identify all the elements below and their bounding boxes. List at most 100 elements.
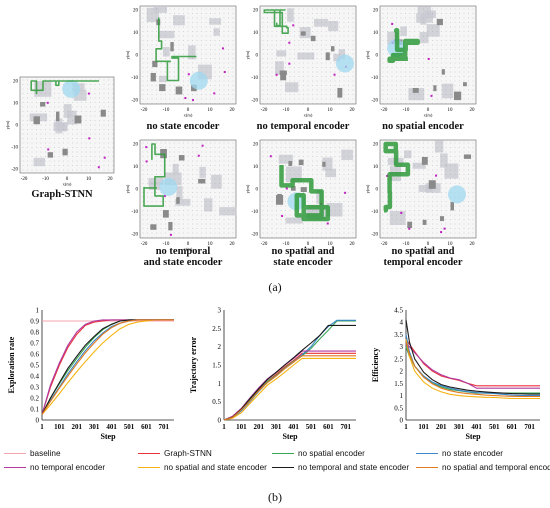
target-marker — [47, 148, 50, 151]
map-label-no-spatial-and-temporal-encoder: no spatial and temporal encoder — [383, 246, 463, 268]
grid-dot — [165, 44, 166, 46]
grid-dot — [201, 228, 202, 229]
grid-dot — [307, 174, 309, 175]
map-y-axis-label: y(m) — [366, 50, 370, 59]
grid-dot — [196, 196, 198, 198]
grid-dot — [81, 160, 82, 162]
grid-dot — [210, 62, 211, 64]
unexplored-region — [73, 89, 87, 101]
grid-dot — [103, 120, 105, 121]
grid-dot — [334, 160, 336, 162]
field-of-view — [335, 54, 354, 73]
grid-dot — [436, 169, 438, 171]
grid-dot — [112, 106, 114, 108]
grid-dot — [214, 8, 216, 10]
grid-dot — [352, 35, 354, 37]
grid-dot — [432, 71, 433, 73]
grid-dot — [142, 22, 144, 23]
grid-dot — [31, 129, 33, 130]
grid-dot — [262, 156, 264, 157]
grid-dot — [201, 223, 202, 225]
unexplored-region — [209, 18, 222, 25]
unexplored-region — [305, 208, 319, 218]
grid-dot — [67, 151, 69, 153]
grid-dot — [72, 151, 73, 153]
grid-dot — [27, 165, 28, 166]
grid-dot — [400, 178, 402, 180]
grid-dot — [169, 22, 171, 23]
grid-dot — [54, 138, 55, 139]
grid-dot — [165, 26, 166, 28]
grid-dot — [210, 214, 211, 216]
grid-dot — [112, 79, 114, 81]
grid-dot — [303, 67, 304, 68]
series-line-no-spatial-encoder — [41, 319, 174, 415]
grid-dot — [409, 67, 411, 68]
grid-dot — [112, 93, 114, 94]
grid-dot — [459, 156, 460, 157]
series-line-no-temporal-and-state-encoder — [405, 319, 540, 395]
grid-dot — [303, 232, 304, 234]
grid-dot — [312, 201, 313, 202]
grid-dot — [289, 76, 291, 77]
series-line-graph-stnn — [41, 319, 174, 415]
x-tick-label: 101 — [236, 423, 247, 431]
grid-dot — [472, 178, 474, 180]
grid-dot — [205, 160, 207, 162]
grid-dot — [298, 156, 300, 157]
grid-dot — [160, 13, 162, 14]
grid-dot — [450, 103, 451, 104]
obstacle — [325, 52, 330, 61]
grid-dot — [90, 88, 91, 90]
grid-dot — [312, 228, 313, 229]
grid-dot — [160, 76, 162, 77]
grid-dot — [339, 165, 340, 166]
grid-dot — [289, 178, 291, 180]
grid-dot — [454, 228, 456, 229]
grid-dot — [94, 102, 96, 103]
grid-dot — [280, 147, 282, 148]
grid-dot — [178, 151, 180, 153]
map-x-tick-label: -20 — [381, 242, 388, 247]
grid-dot — [183, 71, 184, 73]
grid-dot — [108, 151, 109, 153]
grid-dot — [343, 237, 345, 238]
grid-dot — [307, 196, 309, 198]
grid-dot — [210, 35, 211, 37]
grid-dot — [468, 89, 469, 91]
grid-dot — [423, 53, 424, 55]
grid-dot — [271, 178, 273, 180]
grid-dot — [418, 17, 420, 19]
grid-dot — [400, 35, 402, 37]
grid-dot — [418, 80, 420, 82]
grid-dot — [334, 85, 336, 86]
grid-dot — [432, 142, 433, 144]
grid-dot — [36, 106, 37, 108]
grid-dot — [339, 205, 340, 207]
grid-dot — [99, 79, 100, 81]
grid-dot — [391, 169, 393, 171]
grid-dot — [468, 210, 469, 211]
grid-dot — [343, 85, 345, 86]
grid-dot — [418, 214, 420, 216]
grid-dot — [178, 49, 180, 50]
grid-dot — [382, 196, 384, 198]
grid-dot — [160, 178, 162, 180]
grid-dot — [391, 98, 393, 100]
grid-dot — [445, 232, 447, 234]
grid-dot — [307, 71, 309, 73]
grid-dot — [108, 79, 109, 81]
grid-dot — [205, 89, 207, 91]
map-y-axis-label: y(m) — [126, 50, 130, 59]
grid-dot — [382, 26, 384, 28]
grid-dot — [142, 49, 144, 50]
grid-dot — [441, 201, 442, 202]
grid-dot — [463, 80, 465, 82]
grid-dot — [405, 76, 406, 77]
grid-dot — [156, 26, 157, 28]
grid-dot — [90, 93, 91, 94]
grid-dot — [174, 196, 175, 198]
grid-dot — [396, 201, 397, 202]
grid-dot — [228, 223, 229, 225]
grid-dot — [339, 156, 340, 157]
